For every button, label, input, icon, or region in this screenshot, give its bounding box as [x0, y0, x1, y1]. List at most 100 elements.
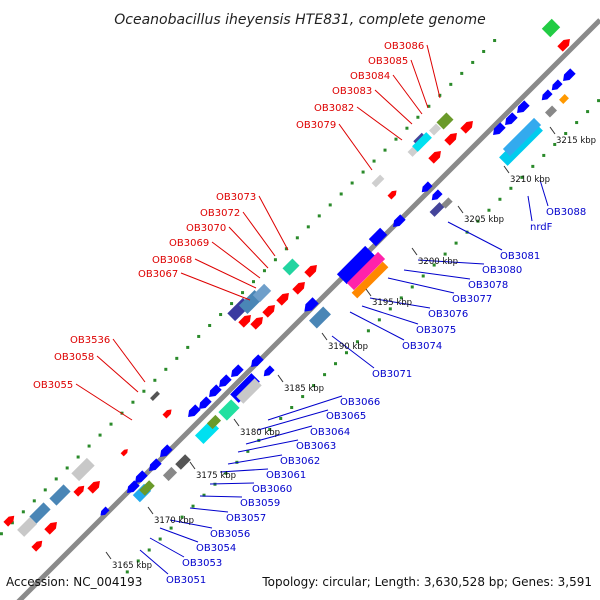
gc-dot: [460, 71, 464, 75]
map-title: Oceanobacillus iheyensis HTE831, complet…: [114, 12, 485, 28]
gene-block: [436, 112, 454, 130]
gc-dot: [421, 274, 425, 278]
gc-dot: [317, 214, 321, 218]
reverse-label-leader: [159, 527, 199, 543]
gc-dot: [0, 532, 3, 536]
kbp-tick-mark: [411, 247, 418, 256]
gc-dot: [230, 302, 234, 306]
gc-dot: [87, 444, 91, 448]
reverse-gene-arrow: [304, 297, 319, 312]
gc-dot: [328, 203, 332, 207]
gc-dot: [476, 219, 480, 223]
gc-dot: [487, 208, 491, 212]
forward-gene-label: OB3068: [152, 255, 192, 266]
reverse-gene-label: OB3056: [210, 529, 250, 540]
reverse-gene-label: nrdF: [530, 222, 553, 233]
gene-block: [252, 283, 272, 303]
kbp-tick-label: 3185 kbp: [284, 384, 324, 394]
reverse-label-leader: [369, 297, 431, 309]
gc-dot: [131, 400, 135, 404]
forward-label-leader: [112, 338, 146, 383]
gc-dot: [273, 258, 277, 262]
kbp-tick-label: 3190 kbp: [328, 342, 368, 352]
gene-block: [71, 457, 95, 482]
gene-block: [541, 18, 561, 38]
reverse-label-leader: [403, 269, 471, 280]
forward-gene-label: OB3058: [54, 352, 94, 363]
gc-dot: [339, 192, 343, 196]
reverse-gene-label: OB3075: [416, 325, 456, 336]
genome-backbone: [16, 18, 600, 600]
gc-dot: [241, 291, 245, 295]
reverse-gene-label: OB3078: [468, 280, 508, 291]
forward-gene-label: OB3072: [200, 208, 240, 219]
reverse-gene-arrow: [251, 354, 264, 367]
gc-dot: [142, 389, 146, 393]
gc-skew-dots: [0, 39, 600, 574]
reverse-label-leader: [189, 507, 229, 513]
reverse-label-leader: [139, 549, 169, 575]
gene-block: [150, 391, 160, 401]
reverse-label-leader: [245, 425, 313, 445]
gc-dot: [290, 406, 294, 410]
gc-dot: [21, 510, 25, 514]
gc-dot: [169, 526, 173, 530]
forward-label-leader: [392, 74, 423, 115]
gene-block: [282, 258, 300, 276]
gc-dot: [208, 323, 212, 327]
reverse-gene-arrow: [517, 100, 530, 113]
reverse-gene-arrow: [219, 374, 232, 387]
forward-gene-label: OB3070: [186, 223, 226, 234]
gene-features: [3, 18, 576, 552]
kbp-tick-mark: [233, 418, 240, 427]
gc-dot: [306, 225, 310, 229]
gc-dot: [246, 449, 250, 453]
gc-dot: [136, 559, 140, 563]
gc-dot: [76, 455, 80, 459]
forward-gene-arrow: [44, 522, 57, 535]
gc-dot: [449, 82, 453, 86]
gc-dot: [377, 318, 381, 322]
gc-dot: [334, 362, 338, 366]
gene-block: [429, 202, 445, 217]
kbp-tick-mark: [277, 374, 284, 383]
forward-label-leader: [356, 106, 403, 141]
genome-summary-text: Topology: circular; Length: 3,630,528 bp…: [261, 575, 592, 589]
reverse-label-leader: [267, 395, 343, 421]
kbp-tick-label: 3215 kbp: [556, 136, 596, 146]
kbp-tick-mark: [321, 332, 328, 341]
reverse-gene-arrow: [563, 68, 576, 81]
reverse-gene-arrow: [188, 404, 201, 417]
gc-dot: [553, 142, 557, 146]
reverse-gene-arrow: [421, 181, 433, 193]
reverse-gene-label: OB3061: [266, 470, 306, 481]
forward-gene-label: OB3055: [33, 380, 73, 391]
forward-gene-label: OB3073: [216, 192, 256, 203]
gene-block: [17, 517, 37, 537]
gc-dot: [509, 186, 513, 190]
forward-gene-arrow: [262, 305, 275, 318]
reverse-label-leader: [527, 195, 533, 222]
reverse-gene-label: OB3064: [310, 427, 350, 438]
gc-dot: [388, 307, 392, 311]
forward-gene-arrow: [387, 190, 397, 200]
gc-dot: [224, 471, 228, 475]
gc-dot: [251, 280, 255, 284]
kbp-tick-mark: [105, 551, 112, 560]
forward-gene-arrow: [444, 133, 457, 146]
reverse-gene-arrow: [100, 506, 110, 516]
reverse-gene-arrow: [505, 112, 518, 125]
kbp-tick-label: 3210 kbp: [510, 175, 550, 185]
reverse-gene-arrow: [199, 396, 212, 409]
gc-dot: [586, 110, 590, 114]
reverse-gene-arrow: [541, 89, 553, 101]
reverse-label-leader: [149, 537, 185, 558]
label-leaders: [75, 44, 549, 575]
reverse-label-leader: [227, 454, 283, 465]
forward-gene-label: OB3082: [314, 103, 354, 114]
accession-text: Accession: NC_004193: [6, 575, 142, 589]
reverse-label-leader: [349, 311, 405, 341]
forward-label-leader: [338, 123, 373, 171]
gc-dot: [10, 521, 14, 525]
gc-dot: [301, 395, 305, 399]
